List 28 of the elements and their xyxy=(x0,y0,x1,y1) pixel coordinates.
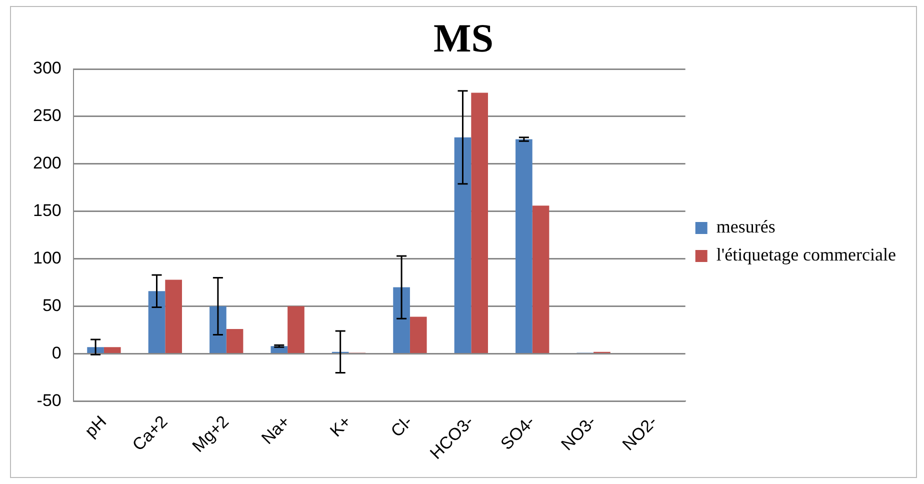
bar xyxy=(471,92,488,353)
bar xyxy=(165,280,182,353)
bar xyxy=(148,291,166,353)
y-tick-label: 200 xyxy=(32,154,62,173)
bar xyxy=(104,347,121,353)
bar xyxy=(87,347,104,353)
y-tick-label: 0 xyxy=(52,343,62,362)
x-tick-label: K+ xyxy=(326,412,355,441)
x-tick-label: Cl- xyxy=(387,412,416,441)
bar xyxy=(516,139,532,353)
y-tick-label: 150 xyxy=(32,201,62,220)
chart-title: MS xyxy=(434,15,494,60)
bar xyxy=(410,316,427,353)
y-tick-label: 100 xyxy=(32,248,62,268)
x-tick-label: pH xyxy=(81,412,110,441)
bar xyxy=(210,306,226,353)
legend-label: l'étiquetage commerciale xyxy=(716,244,896,265)
legend-label: mesurés xyxy=(716,216,776,237)
y-tick-label: -50 xyxy=(36,390,62,410)
bar xyxy=(454,137,472,353)
bar xyxy=(532,206,550,353)
y-tick-label: 250 xyxy=(32,106,62,126)
bar xyxy=(226,329,244,353)
y-tick-label: 300 xyxy=(32,58,62,78)
y-tick-label: 50 xyxy=(42,296,62,315)
x-tick-label: Na+ xyxy=(258,412,294,448)
bar xyxy=(288,306,304,353)
bar xyxy=(393,287,410,353)
